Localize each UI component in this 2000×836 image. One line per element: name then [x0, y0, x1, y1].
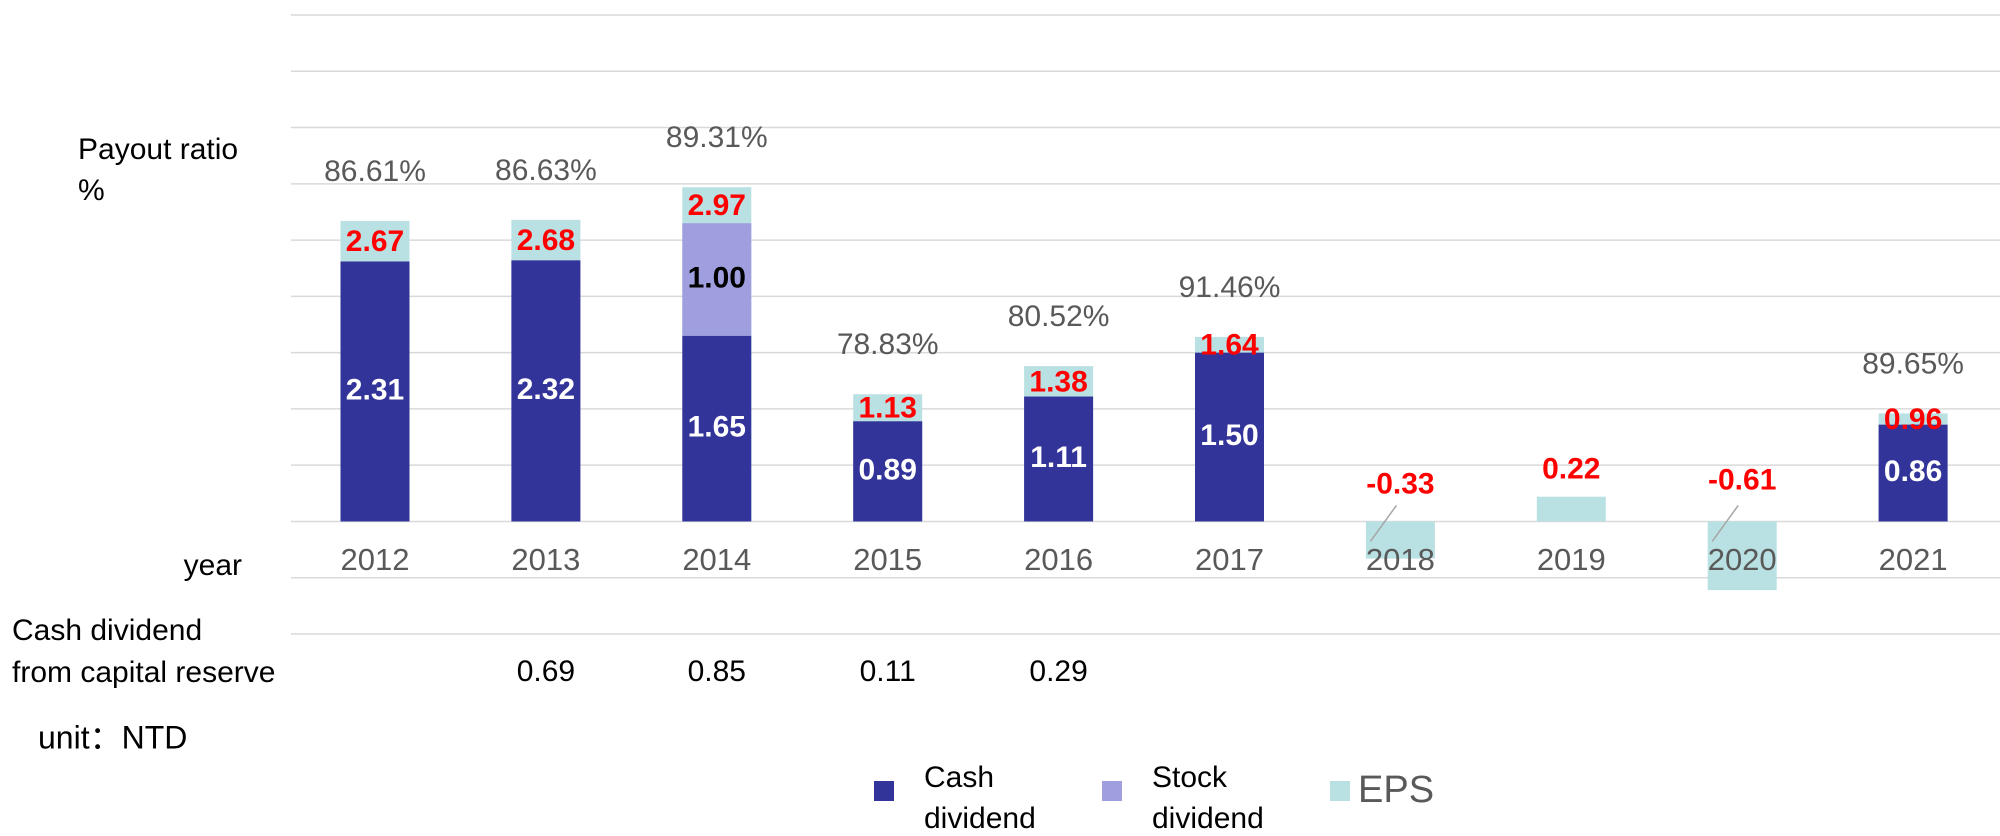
payout-label: 78.83%: [837, 328, 939, 361]
legend-label: Cash dividend: [924, 761, 1036, 835]
eps-label: -0.33: [1366, 467, 1434, 500]
value-label: 1.65: [688, 411, 746, 444]
eps-label: 2.68: [517, 224, 575, 257]
payout-label: 91.46%: [1179, 271, 1281, 304]
eps-label: 1.13: [859, 392, 917, 425]
cash-bar: [340, 261, 410, 522]
payout-label: 80.52%: [1008, 300, 1110, 333]
cash-bar: [1195, 352, 1264, 522]
leader-line: [1711, 505, 1739, 542]
cash-bar: [1024, 396, 1094, 522]
value-label: 1.11: [1030, 441, 1087, 474]
x-tick-label: 2018: [1366, 542, 1435, 577]
legend-label: EPS: [1358, 769, 1434, 811]
eps-label: 0.96: [1884, 403, 1942, 436]
eps-label: 1.38: [1029, 365, 1087, 398]
value-label: 0.86: [1884, 455, 1942, 488]
payout-label: 86.61%: [324, 155, 426, 188]
x-tick-label: 2014: [682, 542, 751, 577]
x-tick-label: 2021: [1879, 542, 1948, 577]
leader-line: [1369, 505, 1398, 542]
capital-reserve-value: 0.11: [860, 655, 916, 688]
x-tick-label: 2017: [1195, 542, 1264, 577]
cash-bar: [853, 421, 923, 522]
capital-reserve-value: 0.69: [517, 655, 575, 688]
x-tick-label: 2020: [1708, 542, 1777, 577]
eps-label: 2.97: [688, 189, 746, 222]
cash-bar: [1878, 424, 1948, 522]
eps-bar: [1536, 496, 1606, 522]
eps-label: 0.22: [1542, 453, 1600, 486]
capital-reserve-value: 0.85: [688, 655, 746, 688]
legend-swatch: [1102, 781, 1122, 801]
x-tick-label: 2016: [1024, 542, 1093, 577]
cash-bar: [682, 335, 752, 522]
capital-reserve-label: Cash dividend from capital reserve: [12, 614, 275, 689]
legend-swatch: [874, 781, 894, 801]
value-label: 0.89: [859, 453, 917, 486]
unit-label: unit：NTD: [38, 719, 187, 755]
legend-swatch: [1330, 781, 1350, 801]
capital-reserve-value: 0.29: [1029, 655, 1087, 688]
value-label: 2.31: [346, 373, 404, 406]
x-axis-label: year: [184, 549, 242, 582]
x-tick-label: 2015: [853, 542, 922, 577]
payout-label: 89.65%: [1862, 347, 1964, 380]
value-label: 1.50: [1200, 419, 1258, 452]
x-tick-label: 2013: [511, 542, 580, 577]
x-tick-label: 2019: [1537, 542, 1606, 577]
payout-label: 86.63%: [495, 154, 597, 187]
x-tick-label: 2012: [341, 542, 410, 577]
eps-bar: [1365, 521, 1435, 559]
cash-bar: [511, 260, 581, 522]
stock-bar: [682, 223, 752, 336]
value-label: 1.00: [688, 261, 746, 294]
value-label: 2.32: [517, 373, 575, 406]
payout-axis-label: Payout ratio%: [78, 133, 238, 207]
eps-label: 2.67: [346, 225, 404, 258]
eps-label: -0.61: [1708, 463, 1776, 496]
payout-label: 89.31%: [666, 121, 768, 154]
eps-label: 1.64: [1200, 329, 1259, 362]
legend-label: Stock dividend: [1152, 761, 1264, 835]
